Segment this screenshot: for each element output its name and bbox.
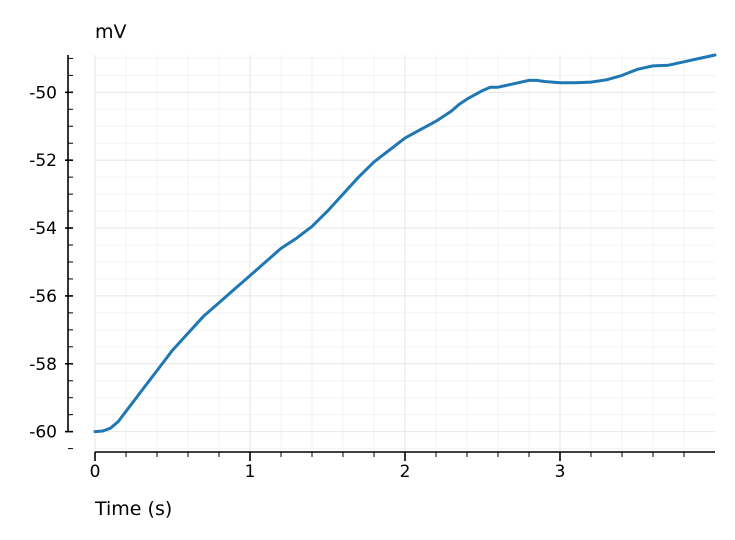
- y-tick-label: -50: [29, 83, 57, 103]
- x-tick-label: 0: [90, 462, 101, 482]
- y-tick-label: -58: [29, 355, 57, 375]
- x-tick-label: 1: [245, 462, 256, 482]
- x-tick-label: 2: [400, 462, 411, 482]
- plot-series: [93, 53, 717, 434]
- x-tick-label: 3: [555, 462, 566, 482]
- x-axis-label: Time (s): [94, 498, 172, 520]
- y-tick-label: -56: [29, 287, 57, 307]
- y-axis-label: mV: [95, 21, 127, 43]
- ticks: 0 1 2 3 -60 -58 -56 -54 -52 -50: [29, 57, 685, 482]
- axes: [67, 55, 715, 453]
- y-tick-label: -60: [29, 423, 57, 443]
- series-line: [93, 53, 717, 434]
- major-grid: [94, 55, 715, 452]
- y-tick-label: -52: [29, 151, 57, 171]
- y-tick-label: -54: [29, 219, 57, 239]
